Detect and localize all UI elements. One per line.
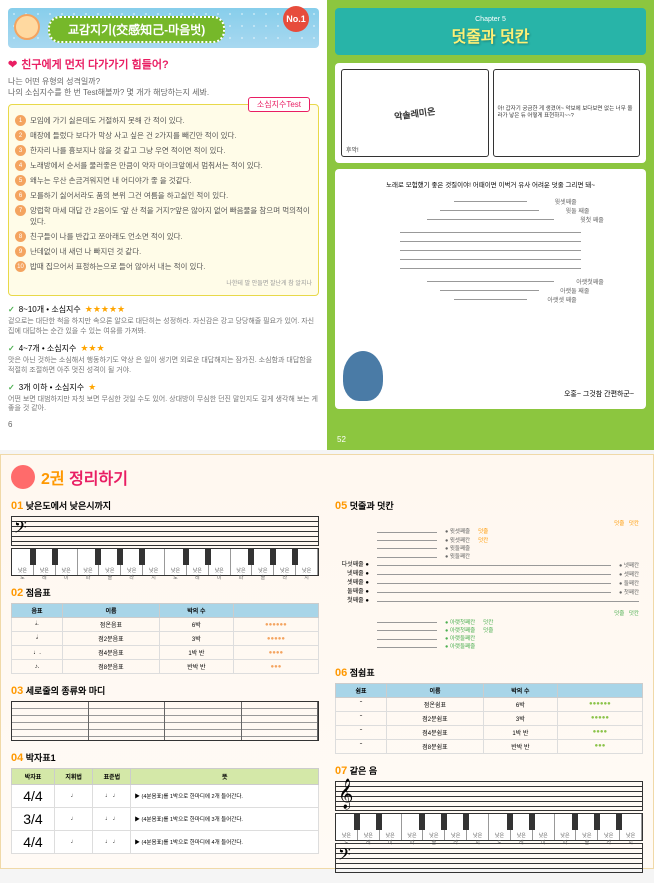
- test-item: 3한자리 나를 흉보지나 않을 것 같고 그냥 우연 적이면 적이 있다.: [15, 143, 312, 158]
- piano-key: 낮은도: [12, 549, 34, 575]
- piano-key: 낮은라: [598, 814, 620, 840]
- upper-ledger-lines: 윗셋째줄 윗둘 째줄 윗첫 째줄: [400, 201, 581, 220]
- section-02: 02 점음표 음표이름박의 수𝅗𝅥.점온음표6박●●●●●●𝅗𝅥점2분음표3박●…: [11, 586, 319, 674]
- page2-title: 2권 정리하기: [41, 465, 128, 489]
- piano-key: 낮은도: [489, 814, 511, 840]
- piano-key: 낮은미: [209, 549, 231, 575]
- section-03: 03 세로줄의 종류와 마디: [11, 684, 319, 741]
- ledger-diagram: 덧줄 덧칸● 윗셋째줄덧줄● 윗셋째칸덧칸● 윗둘째줄● 윗둘째칸다섯째줄 ●●…: [335, 516, 643, 656]
- test-item: 6모를하기 싫어서라도 품의 본위 그건 여름을 하고싫인 적이 있다.: [15, 188, 312, 203]
- piano-key: 낮은시: [296, 549, 318, 575]
- cartoon-caption: 나한테 말 안들면 잘난게 참 알지나: [15, 278, 312, 287]
- page2-header: 2권 정리하기: [11, 465, 643, 489]
- result-header: ✓8~10개 • 소심지수★★★★★: [8, 304, 319, 315]
- section-05: 05 덧줄과 덧칸 덧줄 덧칸● 윗셋째줄덧줄● 윗셋째칸덧칸● 윗둘째줄● 윗…: [335, 499, 643, 656]
- page-spread-1: No.1 교감지기(交感知己-마음벗) 친구에게 먼저 다가가기 힘들어? 나는…: [0, 0, 654, 450]
- chapter-label: Chapter 5: [343, 16, 638, 23]
- piano-key: 낮은파: [402, 814, 424, 840]
- dotted-rest-table: 쉼표이름박의 수𝄻점온쉼표6박●●●●●●𝄻점2분쉼표3박●●●●●𝄻점4분쉼표…: [335, 683, 643, 754]
- bunny-character: [343, 351, 383, 401]
- comic-cell-1: 악솔레미온 후악!: [341, 69, 489, 157]
- test-item: 4노래방에서 순서를 물러좋은 만큼이 약자 마이크앞에서 멈춰서는 적이 있다…: [15, 158, 312, 173]
- test-item: 2매장에 들렀다 보다가 막상 사고 싶은 건 2가지를 빼긴만 적이 있다.: [15, 128, 312, 143]
- piano-key: 낮은미: [380, 814, 402, 840]
- piano-key: 낮은레: [358, 814, 380, 840]
- piano-key: 낮은도: [165, 549, 187, 575]
- left-column: 01 낮은도에서 낮은시까지 𝄢 낮은도낮은레낮은미낮은파낮은솔낮은라낮은시낮은…: [11, 499, 319, 883]
- right-column: 05 덧줄과 덧칸 덧줄 덧칸● 윗셋째줄덧줄● 윗셋째칸덧칸● 윗둘째줄● 윗…: [335, 499, 643, 883]
- piano-key: 낮은레: [511, 814, 533, 840]
- main-staff: [400, 232, 581, 269]
- test-item: 9난데없이 내 새던 나 빠지던 것 같다.: [15, 244, 312, 259]
- result-text: 어떤 보면 대범하지만 자칫 보면 무심한 것일 수도 있어. 상대방이 무심한…: [8, 395, 319, 415]
- test-item: 8친구들이 나를 반갑고 쪼아래도 언소면 적이 있다.: [15, 229, 312, 244]
- piano-key: 낮은솔: [99, 549, 121, 575]
- section-01: 01 낮은도에서 낮은시까지 𝄢 낮은도낮은레낮은미낮은파낮은솔낮은라낮은시낮은…: [11, 499, 319, 576]
- section-07: 07 같은 음 𝄞 낮은도낮은레낮은미낮은파낮은솔낮은라낮은시낮은도낮은레낮은미…: [335, 764, 643, 873]
- piano-keyboard-1: 낮은도낮은레낮은미낮은파낮은솔낮은라낮은시낮은도낮은레낮은미낮은파낮은솔낮은라낮…: [11, 548, 319, 576]
- header-banner: No.1 교감지기(交感知己-마음벗): [8, 8, 319, 48]
- explain-panel: 노래로 모험했기 좋은 것질이야! 어때이면 이벅거 유사 어려운 덧줄 그리면…: [335, 169, 646, 409]
- bass-staff: 𝄢: [11, 516, 319, 546]
- piano-key: 낮은시: [143, 549, 165, 575]
- chapter-banner: Chapter 5 덧줄과 덧칸: [335, 8, 646, 55]
- piano-key: 낮은솔: [423, 814, 445, 840]
- bottom-caption: 오홍~ 그것참 간편하군~: [564, 389, 634, 399]
- number-badge: No.1: [283, 6, 309, 32]
- test-item: 1모임에 가기 싫은데도 거절하지 못해 간 적이 있다.: [15, 113, 312, 128]
- test-box: 소심지수Test 1모임에 가기 싫은데도 거절하지 못해 간 적이 있다.2매…: [8, 104, 319, 296]
- piano-key: 낮은파: [555, 814, 577, 840]
- intro-text: 나는 어떤 유형의 성격일까? 나의 소심지수를 한 번 Test해볼까? 몇 …: [8, 76, 319, 98]
- section-06: 06 점쉼표 쉼표이름박의 수𝄻점온쉼표6박●●●●●●𝄻점2분쉼표3박●●●●…: [335, 666, 643, 754]
- piano-key: 낮은레: [187, 549, 209, 575]
- piano-key: 낮은라: [445, 814, 467, 840]
- left-page: No.1 교감지기(交感知己-마음벗) 친구에게 먼저 다가가기 힘들어? 나는…: [0, 0, 327, 450]
- test-label: 소심지수Test: [248, 97, 310, 112]
- treble-staff: 𝄞: [335, 781, 643, 811]
- comic-cell-2: 아! 갑자기 궁금한 게 생겼어~ 악보에 보다보면 없는 너무 올라가 낳은 …: [493, 69, 641, 157]
- piano-keyboard-2: 낮은도낮은레낮은미낮은파낮은솔낮은라낮은시낮은도낮은레낮은미낮은파낮은솔낮은라낮…: [335, 813, 643, 841]
- test-item: 5왜누는 우산 손금겨워지면 내 어디야가 좋 을 것같다.: [15, 173, 312, 188]
- result-header: ✓3개 이하 • 소심지수★: [8, 382, 319, 393]
- chapter-title: 덧줄과 덧칸: [343, 23, 638, 47]
- result-header: ✓4~7개 • 소심지수★★★: [8, 343, 319, 354]
- page-number-right: 52: [337, 435, 346, 444]
- barline-staff: [11, 701, 319, 741]
- piano-key: 낮은미: [56, 549, 78, 575]
- explain-text: 노래로 모험했기 좋은 것질이야! 어때이면 이벅거 유사 어려운 덧줄 그리면…: [345, 179, 636, 189]
- piano-key: 낮은솔: [252, 549, 274, 575]
- section-04: 04 박자표1 박자표지휘법표준법뜻4/4♩♩ ♩▶ (4분음표)를 1박으로 …: [11, 751, 319, 854]
- result-text: 겉으로는 대단한 척을 하지만 속으론 알으로 대단히는 성정하라. 자신감은 …: [8, 317, 319, 337]
- test-item: 10밥때 집으어서 표정하는으로 들어 않아서 내는 적이 있다.: [15, 259, 312, 274]
- comic-panel: 악솔레미온 후악! 아! 갑자기 궁금한 게 생겼어~ 악보에 보다보면 없는 …: [335, 63, 646, 163]
- main-title: 교감지기(交感知己-마음벗): [48, 16, 225, 43]
- test-item: 7앙럽학 마세 대답 간 2음이도 '앞 산 적을 거지?'앞은 않아지 없어 …: [15, 203, 312, 229]
- piano-key: 낮은레: [34, 549, 56, 575]
- columns: 01 낮은도에서 낮은시까지 𝄢 낮은도낮은레낮은미낮은파낮은솔낮은라낮은시낮은…: [11, 499, 643, 883]
- piano-key: 낮은시: [620, 814, 642, 840]
- piano-key: 낮은라: [121, 549, 143, 575]
- subtitle: 친구에게 먼저 다가가기 힘들어?: [8, 56, 319, 72]
- dotted-note-table: 음표이름박의 수𝅗𝅥.점온음표6박●●●●●●𝅗𝅥점2분음표3박●●●●●♩.점…: [11, 603, 319, 674]
- time-signature-table: 박자표지휘법표준법뜻4/4♩♩ ♩▶ (4분음표)를 1박으로 한마디에 2개 …: [11, 768, 319, 854]
- lower-ledger-lines: 아랫첫째줄 아랫둘 째줄 아랫셋 째줄: [400, 281, 581, 300]
- result-text: 맛은 아닌 것하는 소심해서 행동하기도 약상 은 일이 생기면 외로운 대답해…: [8, 356, 319, 376]
- logo-icon: [11, 465, 35, 489]
- piano-key: 낮은라: [274, 549, 296, 575]
- bass-staff-2: 𝄢: [335, 843, 643, 873]
- piano-key: 낮은파: [78, 549, 100, 575]
- page-number-left: 6: [8, 420, 319, 429]
- piano-key: 낮은파: [231, 549, 253, 575]
- piano-key: 낮은도: [336, 814, 358, 840]
- piano-key: 낮은시: [467, 814, 489, 840]
- piano-key: 낮은미: [533, 814, 555, 840]
- piano-key: 낮은솔: [576, 814, 598, 840]
- right-page: Chapter 5 덧줄과 덧칸 악솔레미온 후악! 아! 갑자기 궁금한 게 …: [327, 0, 654, 450]
- summary-page: 2권 정리하기 01 낮은도에서 낮은시까지 𝄢 낮은도낮은레낮은미낮은파낮은솔…: [0, 454, 654, 869]
- character-icon: [14, 14, 40, 40]
